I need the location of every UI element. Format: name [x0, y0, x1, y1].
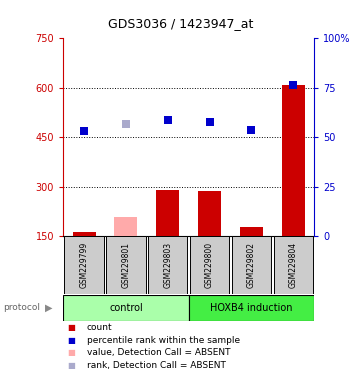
Bar	[198, 191, 221, 236]
Bar	[188, 295, 314, 321]
Text: control: control	[109, 303, 143, 313]
Bar	[232, 236, 271, 294]
Text: ■: ■	[67, 336, 75, 345]
Text: ■: ■	[67, 348, 75, 358]
Bar	[274, 236, 313, 294]
Text: GSM229799: GSM229799	[79, 242, 88, 288]
Point	[290, 82, 296, 88]
Bar	[106, 236, 145, 294]
Point	[123, 121, 129, 127]
Bar	[64, 236, 104, 294]
Bar	[156, 190, 179, 236]
Bar	[63, 295, 188, 321]
Point	[165, 117, 171, 123]
Text: GSM229803: GSM229803	[163, 242, 172, 288]
Text: GDS3036 / 1423947_at: GDS3036 / 1423947_at	[108, 17, 253, 30]
Text: ▶: ▶	[45, 303, 52, 313]
Text: rank, Detection Call = ABSENT: rank, Detection Call = ABSENT	[87, 361, 226, 370]
Bar	[190, 236, 229, 294]
Text: count: count	[87, 323, 112, 332]
Text: percentile rank within the sample: percentile rank within the sample	[87, 336, 240, 345]
Text: value, Detection Call = ABSENT: value, Detection Call = ABSENT	[87, 348, 230, 358]
Text: ■: ■	[67, 323, 75, 332]
Bar	[114, 217, 138, 236]
Point	[206, 119, 212, 126]
Bar	[148, 236, 187, 294]
Text: GSM229804: GSM229804	[289, 242, 298, 288]
Bar	[240, 227, 263, 236]
Text: ■: ■	[67, 361, 75, 370]
Text: GSM229802: GSM229802	[247, 242, 256, 288]
Text: HOXB4 induction: HOXB4 induction	[210, 303, 293, 313]
Point	[248, 127, 254, 133]
Text: protocol: protocol	[4, 303, 40, 312]
Bar	[282, 84, 305, 236]
Text: GSM229801: GSM229801	[121, 242, 130, 288]
Text: GSM229800: GSM229800	[205, 242, 214, 288]
Point	[81, 127, 87, 134]
Bar	[73, 232, 96, 236]
